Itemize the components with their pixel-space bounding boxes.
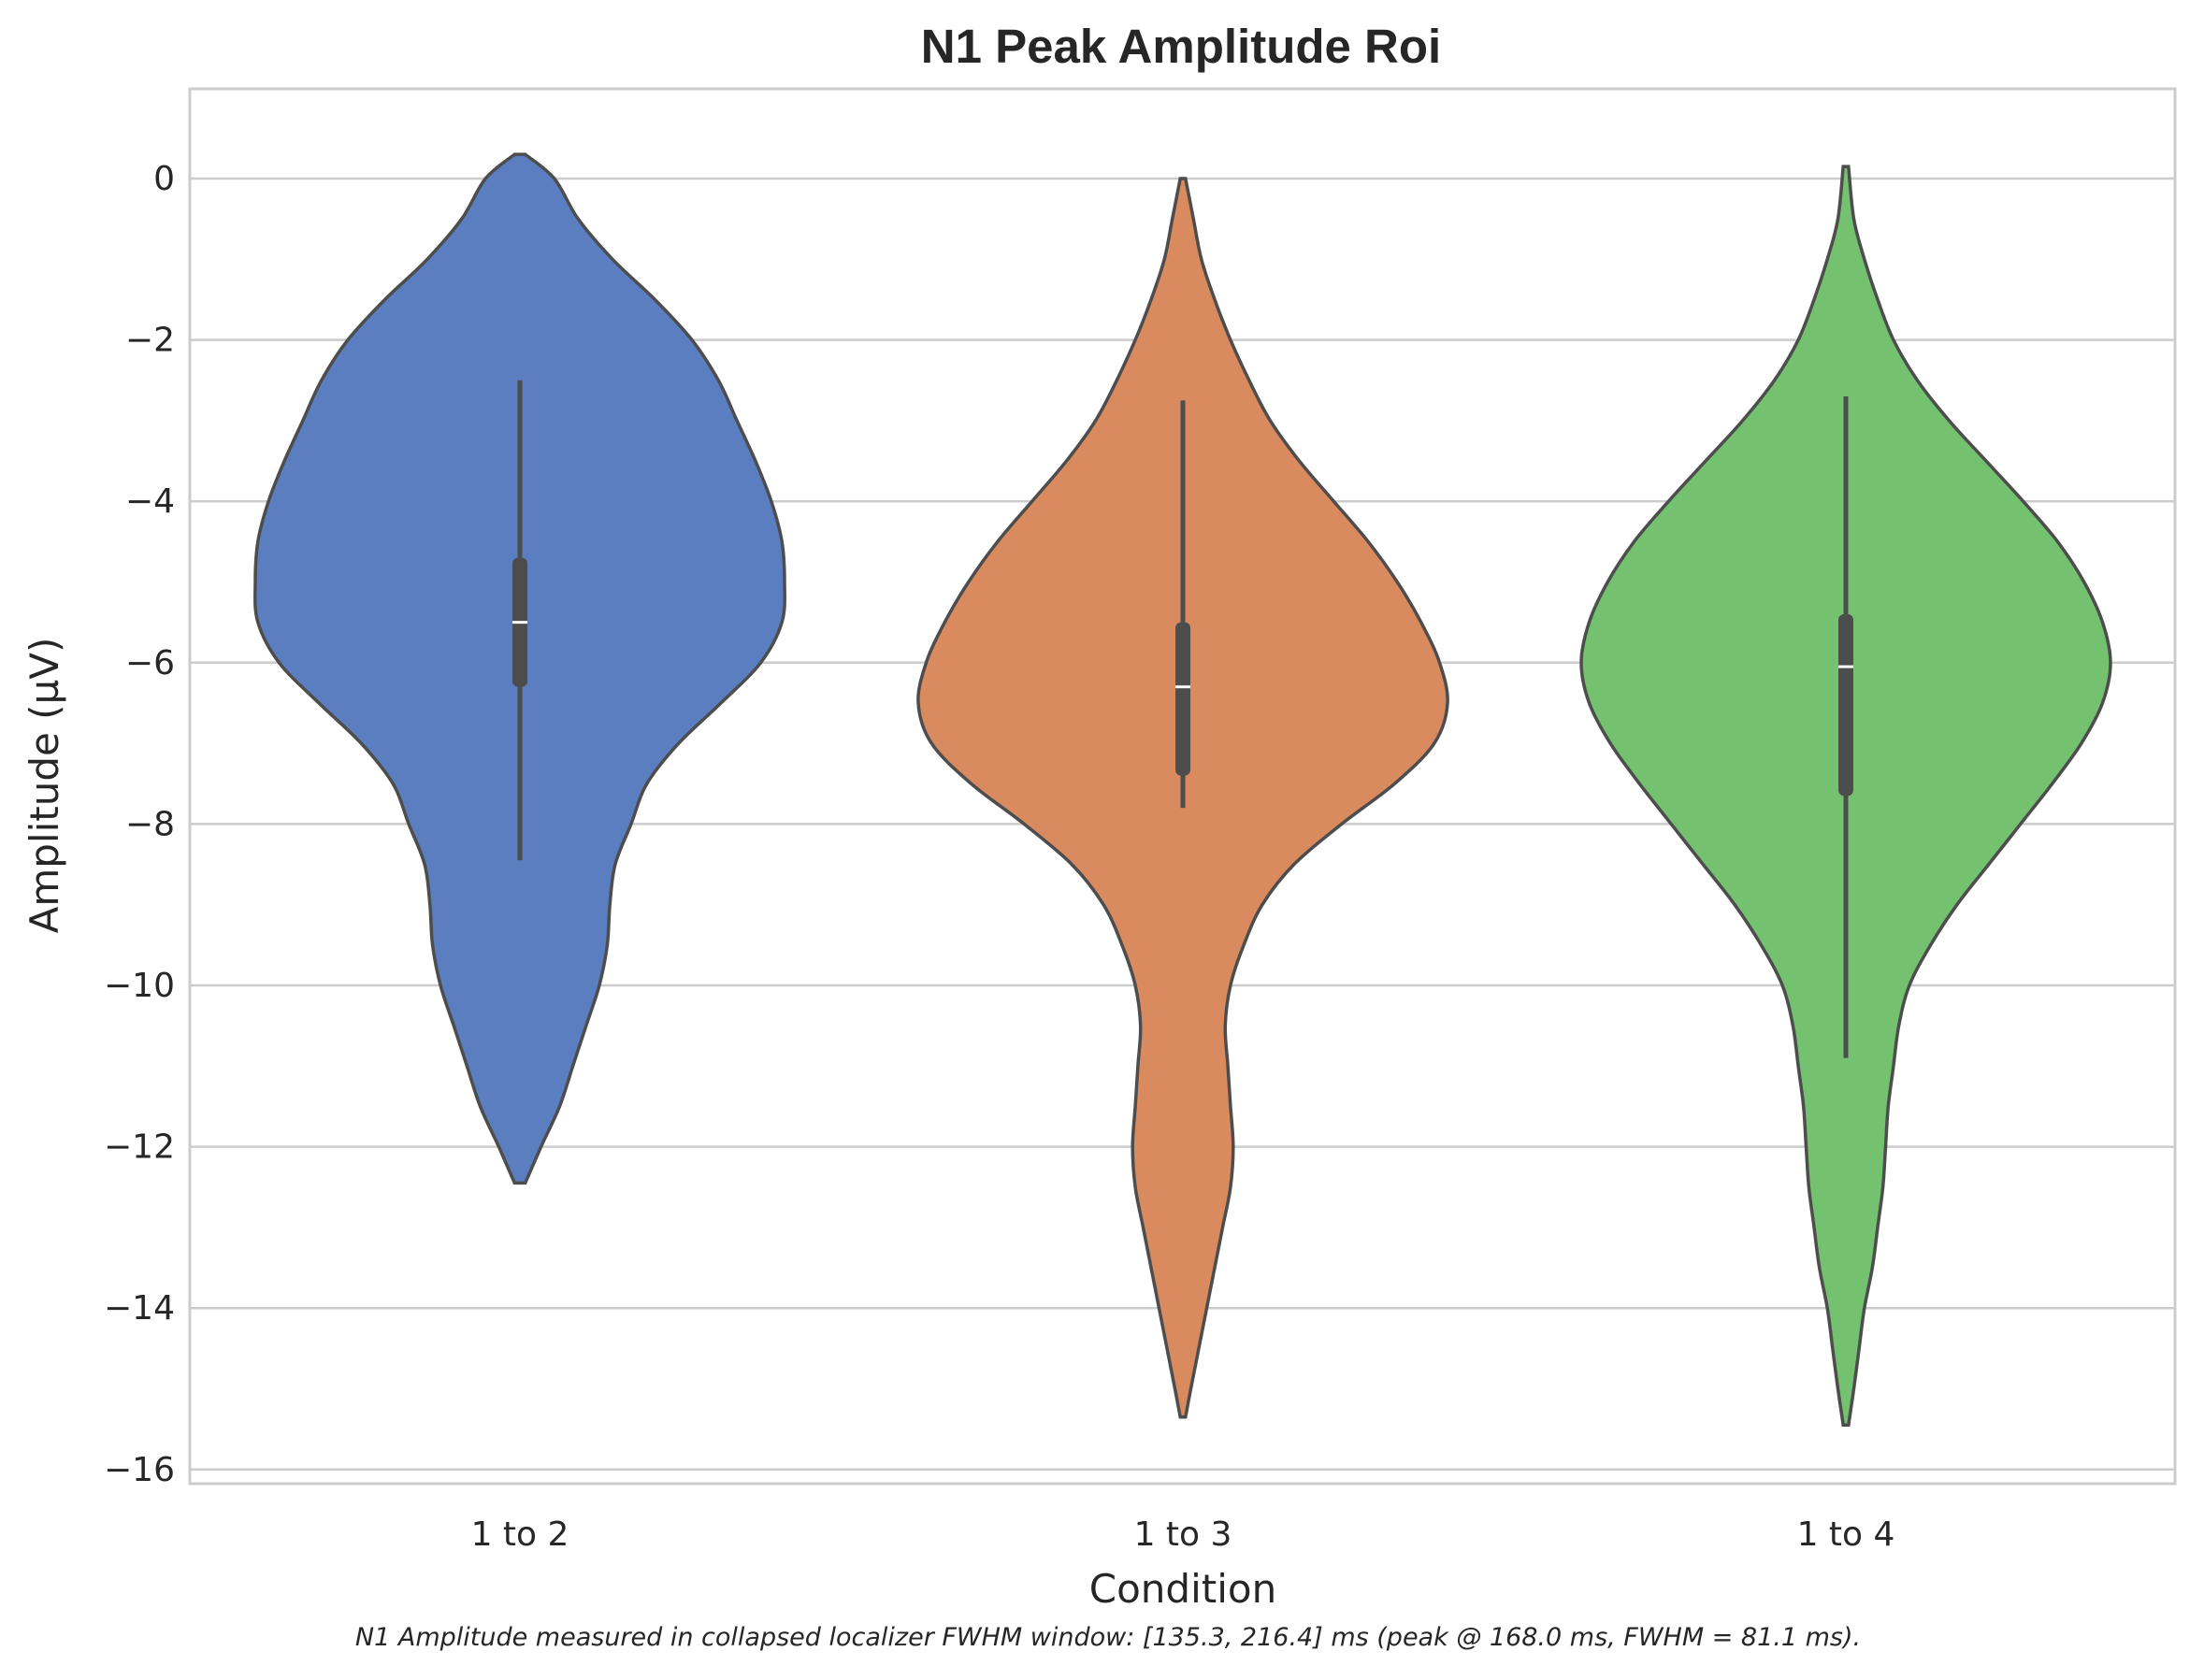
iqr-box [1838, 614, 1853, 797]
chart-caption: N1 Amplitude measured in collapsed local… [355, 1623, 1861, 1652]
plot-frame [188, 87, 2177, 1486]
y-tick-label: −6 [125, 644, 175, 682]
y-tick-label: 0 [153, 160, 175, 198]
y-tick-label: −8 [125, 805, 175, 843]
x-axis-label: Condition [1089, 1566, 1276, 1612]
y-axis-label: Amplitude (µV) [22, 638, 67, 934]
y-tick-label: −14 [104, 1289, 175, 1328]
y-tick-label: −2 [125, 322, 175, 360]
x-tick-label: 1 to 4 [1797, 1515, 1895, 1554]
iqr-box [1175, 622, 1190, 776]
x-axis-ticks: 1 to 2 1 to 3 1 to 4 [471, 1515, 1895, 1554]
chart-title: N1 Peak Amplitude Roi [921, 20, 1441, 73]
y-tick-label: −4 [125, 482, 175, 521]
y-tick-label: −10 [104, 967, 175, 1005]
y-axis-ticks: 0 −2 −4 −6 −8 −10 −12 −14 −16 [104, 160, 175, 1489]
y-tick-label: −12 [104, 1128, 175, 1167]
x-tick-label: 1 to 2 [471, 1515, 569, 1554]
x-tick-label: 1 to 3 [1134, 1515, 1232, 1554]
y-tick-label: −16 [104, 1451, 175, 1489]
inner-boxplots [512, 380, 1853, 1058]
